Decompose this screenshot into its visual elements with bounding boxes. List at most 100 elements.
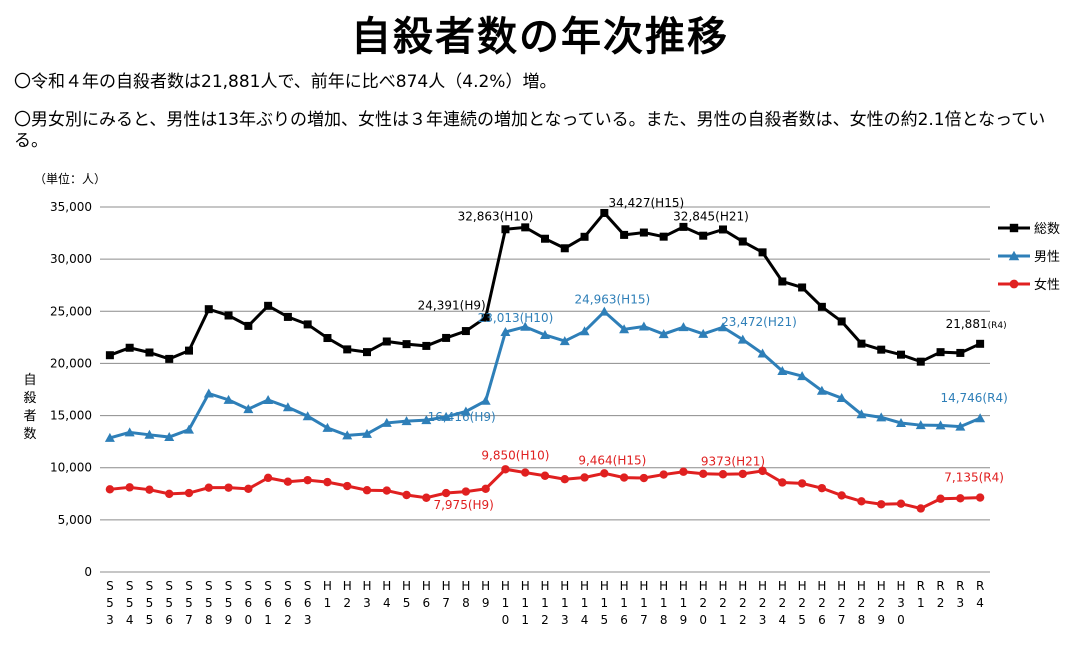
data-point-female xyxy=(718,470,728,479)
data-point-female xyxy=(283,477,293,486)
data-point-total xyxy=(363,348,371,357)
data-point-male xyxy=(777,366,788,376)
y-tick-label: 0 xyxy=(84,565,92,579)
data-point-male xyxy=(184,424,194,434)
data-point-total xyxy=(323,334,332,343)
data-point-female xyxy=(560,475,569,484)
data-point-male xyxy=(579,326,590,336)
data-point-female xyxy=(916,504,925,513)
data-point-total xyxy=(422,341,431,350)
y-axis-ticks: 0 5,000 10,000 15,000 20,000 25,000 30,000 35,0… xyxy=(50,200,92,579)
data-point-total xyxy=(224,311,233,320)
data-point-male xyxy=(124,427,135,437)
data-point-total xyxy=(976,339,985,348)
data-point-female xyxy=(204,483,213,492)
series-male xyxy=(104,306,986,442)
data-point-female xyxy=(263,473,273,483)
data-point-total xyxy=(699,231,708,240)
data-point-male xyxy=(342,430,353,440)
data-point-male xyxy=(104,432,115,442)
y-tick-label: 10,000 xyxy=(50,461,92,475)
data-point-male xyxy=(797,371,808,381)
page-title: 自殺者数の年次推移 xyxy=(351,14,729,60)
unit-label: （単位：人） xyxy=(34,172,107,186)
data-point-male xyxy=(460,406,471,416)
data-label: 14,746(R4) xyxy=(940,391,1007,405)
data-point-total xyxy=(936,348,945,357)
legend-marker xyxy=(1009,223,1019,233)
data-point-male xyxy=(540,329,550,339)
data-point-total xyxy=(837,317,846,326)
data-point-total xyxy=(461,327,470,336)
data-point-male xyxy=(896,417,906,427)
data-point-total xyxy=(264,301,273,310)
data-point-female xyxy=(896,499,906,508)
data-point-male xyxy=(658,329,669,339)
data-point-female xyxy=(125,483,134,492)
data-label: 9,464(H15) xyxy=(578,453,646,467)
data-point-female xyxy=(975,493,985,502)
data-label: 9,850(H10) xyxy=(481,448,549,462)
data-point-male xyxy=(520,321,531,331)
data-point-male xyxy=(757,348,768,358)
data-point-total xyxy=(679,222,688,231)
data-point-female xyxy=(936,494,945,503)
data-point-female xyxy=(877,500,886,509)
data-point-male xyxy=(243,404,254,414)
y-tick-label: 20,000 xyxy=(50,356,92,370)
data-point-female xyxy=(303,475,312,485)
data-point-total xyxy=(778,277,787,286)
data-point-total xyxy=(402,340,411,349)
data-point-total xyxy=(798,283,807,292)
data-label: 23,472(H21) xyxy=(721,315,797,329)
data-point-female xyxy=(145,485,154,494)
data-label: 34,427(H15) xyxy=(609,196,685,210)
data-label: 32,863(H10) xyxy=(458,209,534,223)
data-point-male xyxy=(816,385,827,395)
data-point-female xyxy=(481,484,490,494)
data-point-male xyxy=(421,415,432,425)
data-point-male xyxy=(876,412,887,422)
y-tick-label: 35,000 xyxy=(50,200,92,214)
data-point-female xyxy=(165,489,174,499)
data-point-total xyxy=(659,232,668,241)
y-axis-label: 自殺者数 xyxy=(23,373,37,442)
y-tick-label: 5,000 xyxy=(58,513,92,527)
x-axis-ticks: S 5 3 S 5 4 S 5 5 S 5 6 S 5 7 S 5 8 S 5 9 S 6 0 S 6 1 S 6 2 S 6 3 H 1 H 2 H 3 H… xyxy=(106,579,984,627)
data-point-male xyxy=(282,402,293,412)
data-point-total xyxy=(204,305,213,314)
data-label: 23,013(H10) xyxy=(478,311,554,325)
y-tick-label: 25,000 xyxy=(50,304,92,318)
data-label: 24,391(H9) xyxy=(418,299,486,313)
data-point-female xyxy=(184,488,194,498)
data-labels: 24,391(H9) 32,863(H10) 34,427(H15)32,845(H… xyxy=(418,196,1008,512)
y-tick-label: 15,000 xyxy=(50,409,92,423)
data-point-total xyxy=(145,348,154,357)
data-point-total xyxy=(481,313,490,322)
data-point-female xyxy=(244,484,253,494)
legend-marker xyxy=(1009,279,1019,289)
data-point-total xyxy=(541,234,549,243)
data-point-total xyxy=(303,320,312,329)
